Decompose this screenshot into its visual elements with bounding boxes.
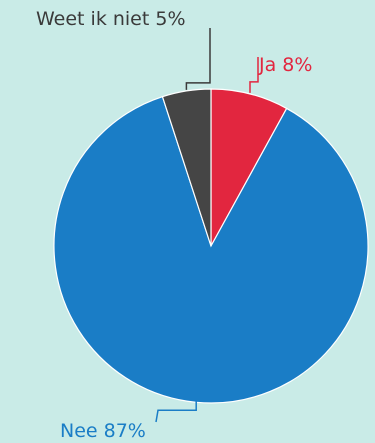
leader-line-ja — [249, 57, 259, 93]
leader-line-weet-ik-niet — [185, 28, 211, 90]
leader-line-nee — [155, 401, 197, 423]
label-ja: Ja 8% — [258, 54, 312, 76]
label-weet-ik-niet: Weet ik niet 5% — [36, 8, 186, 30]
label-nee: Nee 87% — [60, 420, 146, 442]
slice-weet-ik-niet — [161, 88, 212, 247]
